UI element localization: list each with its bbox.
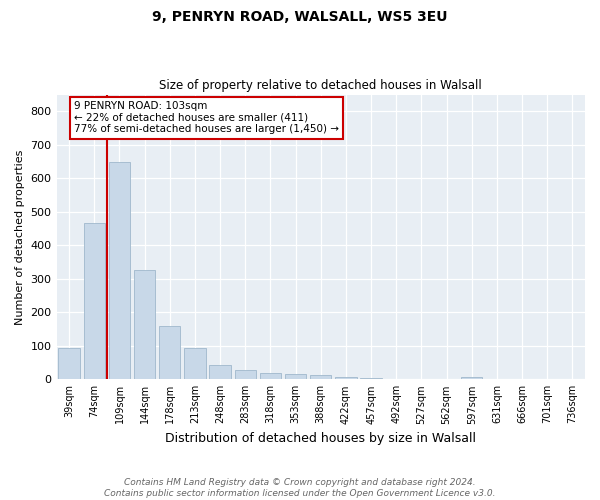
Bar: [109, 162, 130, 380]
Bar: [335, 376, 356, 380]
Bar: [361, 378, 382, 380]
Title: Size of property relative to detached houses in Walsall: Size of property relative to detached ho…: [160, 79, 482, 92]
Bar: [285, 374, 307, 380]
Bar: [58, 348, 80, 380]
Y-axis label: Number of detached properties: Number of detached properties: [15, 149, 25, 324]
Bar: [209, 365, 231, 380]
Bar: [310, 375, 331, 380]
Bar: [184, 348, 206, 380]
Bar: [260, 374, 281, 380]
Bar: [235, 370, 256, 380]
Text: Contains HM Land Registry data © Crown copyright and database right 2024.
Contai: Contains HM Land Registry data © Crown c…: [104, 478, 496, 498]
Bar: [83, 223, 105, 380]
Bar: [461, 377, 482, 380]
Bar: [134, 270, 155, 380]
Bar: [159, 326, 181, 380]
Text: 9, PENRYN ROAD, WALSALL, WS5 3EU: 9, PENRYN ROAD, WALSALL, WS5 3EU: [152, 10, 448, 24]
X-axis label: Distribution of detached houses by size in Walsall: Distribution of detached houses by size …: [165, 432, 476, 445]
Text: 9 PENRYN ROAD: 103sqm
← 22% of detached houses are smaller (411)
77% of semi-det: 9 PENRYN ROAD: 103sqm ← 22% of detached …: [74, 102, 339, 134]
